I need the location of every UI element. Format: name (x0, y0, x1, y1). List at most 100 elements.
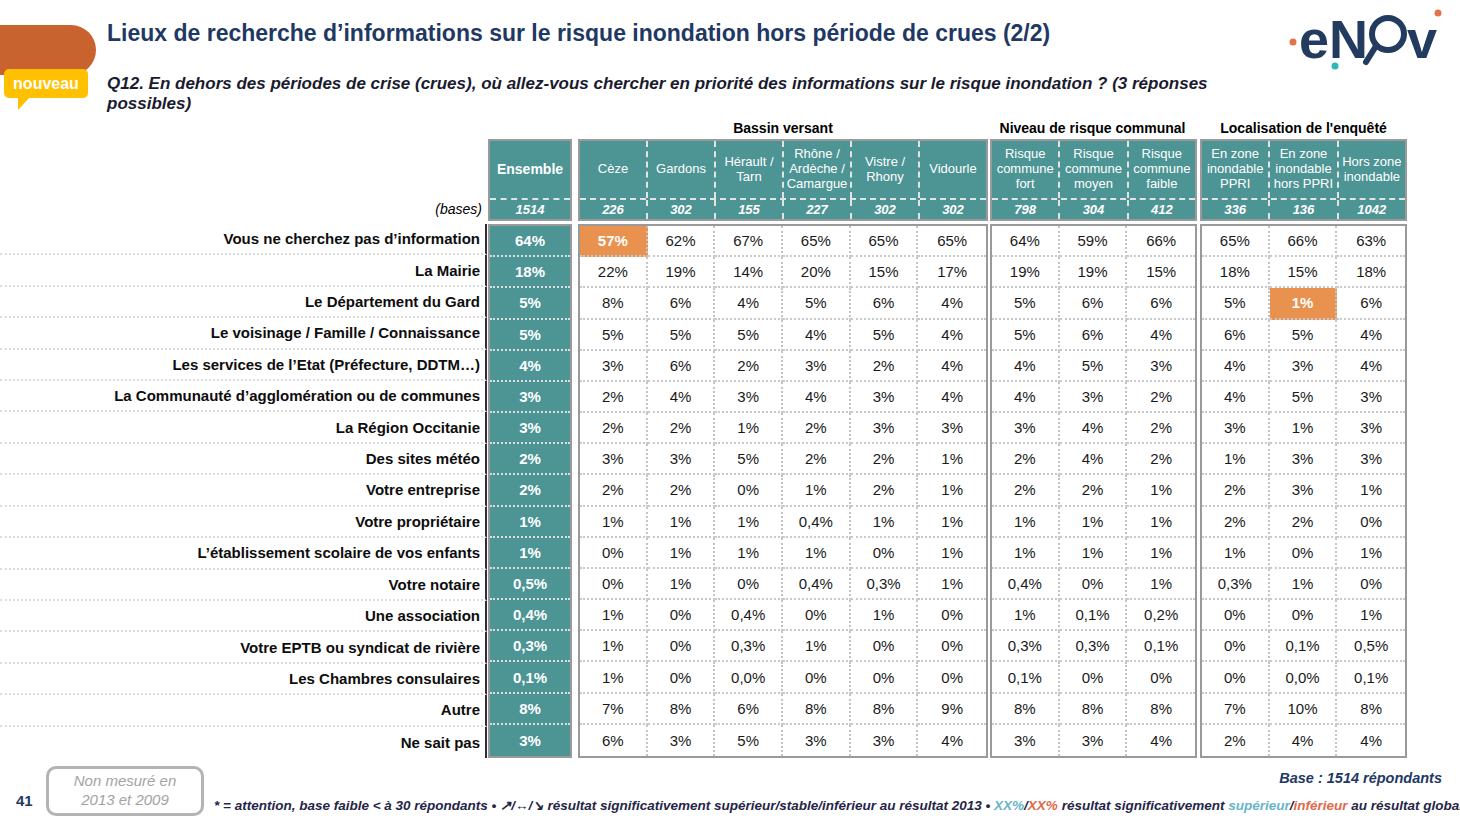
data-cell: 1% (851, 507, 919, 538)
data-cell: 6% (851, 288, 919, 319)
data-cell: 1% (1127, 538, 1195, 569)
row-label: Le voisinage / Famille / Connaissance (0, 318, 487, 349)
data-cell: 5% (851, 320, 919, 351)
group-title-niveau-risque: Niveau de risque communal (986, 120, 1199, 136)
legend-part1: * = attention, base faible < à 30 répond… (214, 798, 994, 813)
data-cell: 1% (580, 507, 648, 538)
data-cell: 64% (992, 226, 1060, 257)
data-cell: 1% (992, 600, 1060, 631)
ensemble-value: 3% (490, 725, 570, 756)
group-header-niveau-risque: Risque commune fortRisque commune moyenR… (990, 139, 1197, 221)
data-cell: 3% (992, 413, 1060, 444)
data-cell: 3% (851, 725, 919, 756)
data-cell: 3% (1127, 351, 1195, 382)
data-cell: 17% (918, 257, 986, 288)
ensemble-data-column: 64%18%5%5%4%3%3%2%2%1%1%0,5%0,4%0,3%0,1%… (488, 224, 572, 758)
data-cell: 2% (783, 444, 851, 475)
data-cell: 2% (1202, 725, 1270, 756)
data-cell: 0,1% (1270, 631, 1338, 662)
data-cell: 3% (992, 725, 1060, 756)
data-cell: 3% (715, 382, 783, 413)
data-cell: 2% (851, 351, 919, 382)
data-cell: 8% (851, 694, 919, 725)
data-cell: 3% (851, 382, 919, 413)
data-cell: 0% (1337, 569, 1405, 600)
column-base: 302 (648, 200, 716, 219)
data-cell: 4% (1202, 351, 1270, 382)
data-cell: 1% (1060, 507, 1128, 538)
data-cell: 3% (1060, 725, 1128, 756)
ensemble-value: 3% (490, 413, 570, 444)
data-cell: 1% (1337, 538, 1405, 569)
row-label: L’établissement scolaire de vos enfants (0, 538, 487, 569)
data-cell: 2% (783, 413, 851, 444)
row-label: Autre (0, 695, 487, 726)
legend-superior-word: supérieur (1228, 798, 1290, 813)
data-cell: 6% (1337, 288, 1405, 319)
data-cell: 0,3% (715, 631, 783, 662)
data-cell: 5% (1270, 320, 1338, 351)
data-cell: 4% (1060, 413, 1128, 444)
data-cell: 0% (715, 569, 783, 600)
data-cell: 65% (783, 226, 851, 257)
legend-part3: au résultat global (1348, 798, 1460, 813)
ensemble-value: 1% (490, 538, 570, 569)
data-cell: 3% (1270, 351, 1338, 382)
group-header-bassin-versant: CèzeGardonsHérault / TarnRhône / Ardèche… (578, 139, 988, 221)
ensemble-value: 2% (490, 475, 570, 506)
data-cell: 1% (918, 569, 986, 600)
data-cell: 0,0% (1270, 662, 1338, 693)
data-cell: 5% (715, 444, 783, 475)
row-label: La Région Occitanie (0, 412, 487, 443)
data-cell: 0% (648, 600, 716, 631)
data-cell: 7% (580, 694, 648, 725)
row-labels: Vous ne cherchez pas d’informationLa Mai… (0, 224, 487, 758)
data-cell: 6% (1202, 320, 1270, 351)
data-cell: 0,4% (715, 600, 783, 631)
data-cell: 20% (783, 257, 851, 288)
data-cell: 9% (918, 694, 986, 725)
data-cell: 4% (648, 382, 716, 413)
data-cell: 0% (1202, 662, 1270, 693)
data-cell: 4% (918, 320, 986, 351)
data-cell: 0,4% (783, 569, 851, 600)
data-cell: 0,4% (992, 569, 1060, 600)
data-cell: 4% (918, 725, 986, 756)
nouveau-badge: nouveau (4, 69, 88, 98)
data-cell: 0% (851, 662, 919, 693)
column-base: 1042 (1339, 200, 1405, 219)
ensemble-value: 3% (490, 382, 570, 413)
row-label: Votre notaire (0, 570, 487, 601)
data-cell: 2% (1060, 475, 1128, 506)
data-cell: 0% (783, 600, 851, 631)
data-cell: 57% (580, 226, 648, 257)
ensemble-value: 2% (490, 444, 570, 475)
data-cell: 0% (851, 538, 919, 569)
data-cell: 1% (1127, 475, 1195, 506)
data-cell: 3% (580, 444, 648, 475)
data-cell: 5% (992, 320, 1060, 351)
data-cell: 2% (992, 444, 1060, 475)
data-cell: 6% (648, 351, 716, 382)
column-header: Gardons (648, 141, 716, 198)
data-cell: 6% (648, 288, 716, 319)
data-cell: 3% (851, 413, 919, 444)
data-cell: 1% (1127, 569, 1195, 600)
legend-xx-inferior: XX% (1028, 798, 1058, 813)
data-cell: 67% (715, 226, 783, 257)
row-label: La Mairie (0, 255, 487, 286)
legend-inferior-word: inférieur (1293, 798, 1347, 813)
data-cell: 0% (918, 631, 986, 662)
data-cell: 4% (783, 320, 851, 351)
data-block-niveau-risque: 64%59%66%19%19%15%5%6%6%5%6%4%4%5%3%4%3%… (990, 224, 1197, 758)
ensemble-value: 18% (490, 257, 570, 288)
column-base-ensemble: 1514 (490, 200, 570, 219)
svg-text:e: e (1299, 9, 1329, 69)
data-cell: 0,3% (992, 631, 1060, 662)
row-label: Des sites météo (0, 444, 487, 475)
data-cell: 2% (715, 351, 783, 382)
data-cell: 15% (851, 257, 919, 288)
column-base: 336 (1202, 200, 1270, 219)
data-cell: 4% (918, 351, 986, 382)
data-cell: 2% (1127, 444, 1195, 475)
